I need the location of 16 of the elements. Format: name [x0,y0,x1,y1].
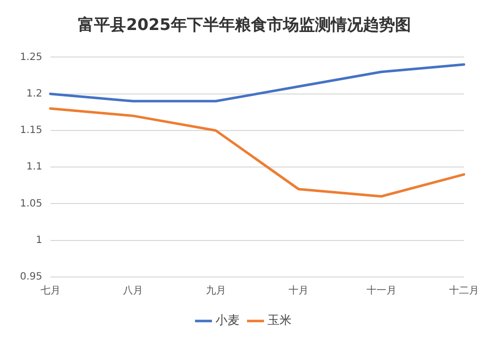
y-tick-label: 1.1 [26,162,42,173]
y-tick-label: 1.05 [20,198,42,210]
y-tick-label: 1.25 [20,52,42,63]
y-tick-label: 1.2 [26,88,42,100]
x-tick-label: 七月 [40,284,60,297]
y-tick-label: 1 [36,234,42,246]
legend-label: 小麦 [216,313,240,328]
y-tick-label: 1.15 [20,125,42,136]
x-tick-label: 九月 [206,284,226,297]
x-tick-label: 十一月 [366,284,396,297]
x-tick-label: 十月 [288,284,309,297]
y-tick-label: 0.95 [20,272,42,283]
chart-title: 富平县2025年下半年粮食市场监测情况趋势图 [78,14,411,34]
x-tick-label: 八月 [123,286,144,297]
x-tick-label: 十二月 [449,284,479,297]
legend-label: 玉米 [268,313,292,328]
